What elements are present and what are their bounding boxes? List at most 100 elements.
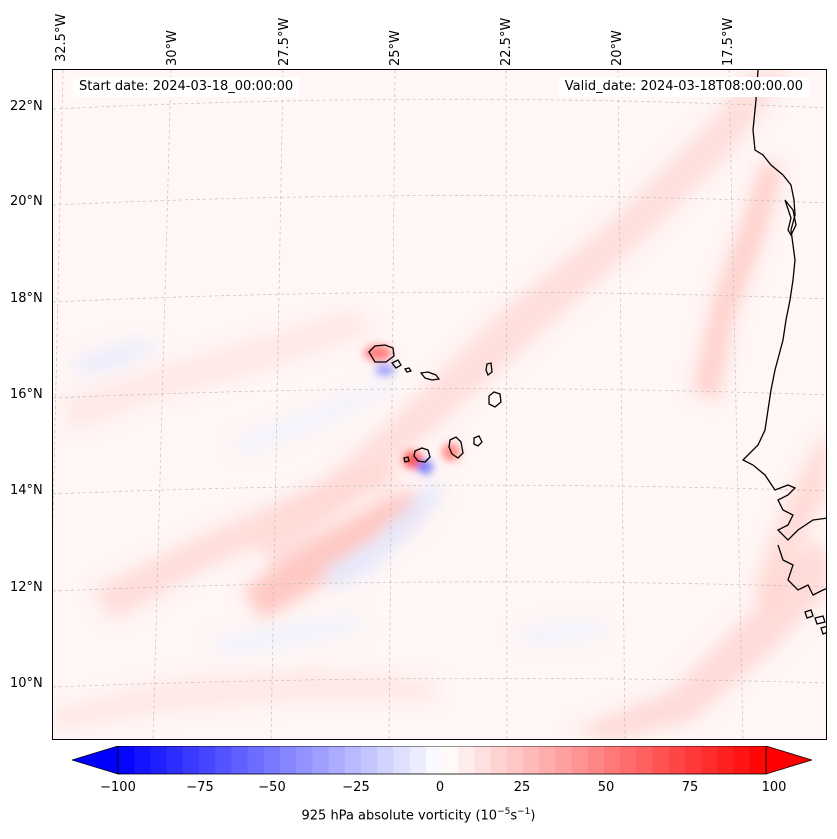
colorbar-cell (474, 746, 492, 774)
island-santiago (448, 436, 464, 459)
lat-label-22n: 22°N (10, 99, 43, 114)
gridline-lat-22n (53, 98, 826, 110)
colorbar-cell (523, 746, 540, 774)
colorbar-cell (458, 746, 475, 774)
valid-date-label: Valid_date: 2024-03-18T08:00:00.00 (558, 77, 809, 97)
lon-label-25w: 25°W (388, 30, 403, 66)
colorbar-cell (701, 746, 718, 774)
colorbar (72, 746, 812, 775)
colorbar-cell (312, 746, 330, 774)
blue-streak-central (233, 380, 393, 455)
wake-red-santo-antao (364, 345, 392, 361)
wake-blue-fogo (417, 460, 433, 474)
gridline-lon-27-5w (270, 70, 284, 739)
colorbar-cells (118, 746, 767, 774)
blue-streak-south (323, 480, 443, 590)
colorbar-cell (409, 746, 427, 774)
coastline-africa-south (777, 544, 826, 596)
colorbar-cell (717, 746, 735, 774)
colorbar-cell (587, 746, 605, 774)
gridline-lat-18n (53, 291, 826, 303)
pink-streak-northwest (63, 310, 373, 430)
colorbar-arrow-left (72, 746, 119, 775)
colorbar-cell (506, 746, 524, 774)
colorbar-cell (393, 746, 411, 774)
island-fogo (413, 447, 431, 463)
lon-label-32-5w: 32.5°W (54, 13, 69, 62)
colorbar-cell (166, 746, 184, 774)
coastlines (368, 70, 826, 635)
colorbar-arrow-right (765, 746, 812, 775)
colorbar-cell (555, 746, 573, 774)
pink-streak-east (693, 160, 783, 400)
colorbar-tick-minus100: −100 (100, 780, 136, 795)
colorbar-label-exp2: −1 (517, 807, 531, 817)
gridline-lon-17-5w (728, 70, 744, 739)
map-plot-area[interactable] (52, 69, 827, 740)
colorbar-cell (636, 746, 654, 774)
gridline-lat-12n (53, 581, 826, 592)
gridline-lon-20w (617, 70, 626, 739)
lon-label-20w: 20°W (610, 30, 625, 66)
island-brava (403, 456, 410, 463)
coastline-africa (741, 70, 826, 541)
positive-vorticity-bands (53, 70, 826, 739)
negative-vorticity-bands (73, 340, 613, 655)
colorbar-label: 925 hPa absolute vorticity (10−5s−1) (0, 807, 837, 823)
pink-streak-bottom (53, 670, 433, 730)
start-date-label: Start date: 2024-03-18_00:00:00 (73, 77, 300, 97)
gridline-lat-20n (53, 195, 826, 206)
colorbar-cell (604, 746, 621, 774)
colorbar-frame (117, 746, 767, 775)
blue-streak-lower (213, 615, 363, 655)
colorbar-cell (620, 746, 637, 774)
colorbar-tick-minus75: −75 (186, 780, 214, 795)
lon-label-17-5w: 17.5°W (721, 17, 736, 66)
colorbar-cell (685, 746, 702, 774)
colorbar-label-exp1: −5 (497, 807, 511, 817)
colorbar-cell (442, 746, 459, 774)
colorbar-cell (539, 746, 556, 774)
colorbar-cell (733, 746, 751, 774)
colorbar-label-end: ) (530, 808, 536, 824)
lat-label-16n: 16°N (10, 387, 43, 402)
colorbar-label-text: 925 hPa absolute vorticity (10 (301, 808, 498, 824)
colorbar-cell (231, 746, 249, 774)
gridline-lon-22-5w (505, 70, 508, 739)
colorbar-tick-minus50: −50 (258, 780, 286, 795)
island-sao-vicente (390, 359, 402, 369)
colorbar-cell (490, 746, 508, 774)
lon-label-30w: 30°W (165, 30, 180, 66)
pink-streak-lower (243, 490, 423, 620)
coastline-bijagos-1 (804, 609, 814, 619)
lon-label-22-5w: 22.5°W (499, 17, 514, 66)
lat-label-10n: 10°N (10, 676, 43, 691)
gridline-lat-16n (53, 388, 826, 399)
colorbar-cell (361, 746, 378, 774)
lon-label-27-5w: 27.5°W (277, 17, 292, 66)
island-sao-nicolau (419, 371, 441, 381)
island-wake-dipoles (364, 345, 460, 474)
colorbar-tick-0: 0 (435, 780, 445, 795)
colorbar-cell (247, 746, 265, 774)
colorbar-tick-25: 25 (513, 780, 531, 795)
island-maio (473, 435, 483, 447)
lat-label-20n: 20°N (10, 194, 43, 209)
coastline-dakhla-spit (784, 199, 797, 237)
colorbar-cell (652, 746, 670, 774)
island-santa-luzia (403, 367, 413, 373)
colorbar-cell (377, 746, 394, 774)
graticule (53, 70, 826, 739)
coastline-bijagos-3 (820, 625, 826, 635)
colorbar-cell (668, 746, 686, 774)
blue-streak-west (73, 340, 163, 375)
gridline-lat-14n (53, 484, 826, 495)
colorbar-cell (134, 746, 151, 774)
colorbar-tick-75: 75 (681, 780, 699, 795)
island-santo-antao (368, 344, 395, 363)
colorbar-cell (215, 746, 232, 774)
colorbar-cell (749, 746, 767, 774)
colorbar-cell (263, 746, 281, 774)
island-boa-vista (488, 391, 502, 408)
island-sal (485, 362, 493, 377)
